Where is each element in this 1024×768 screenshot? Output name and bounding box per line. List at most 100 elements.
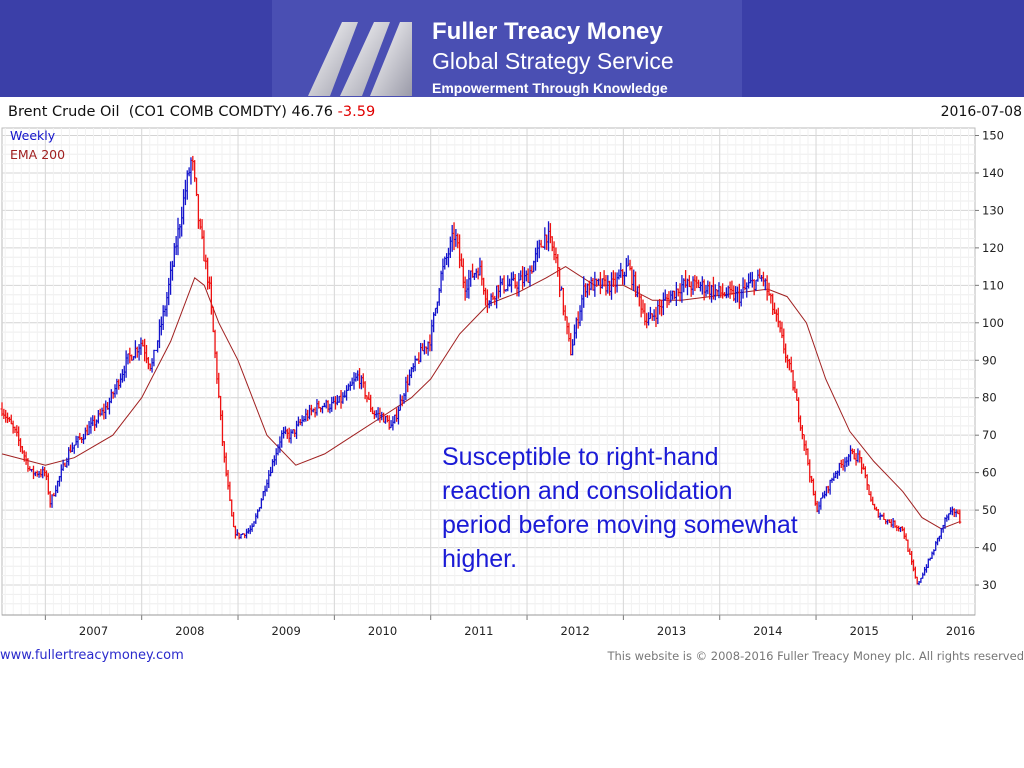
price-bar (182, 189, 186, 225)
price-bar (389, 420, 393, 429)
price-bar (519, 270, 523, 281)
price-bar (424, 346, 428, 354)
price-bar (761, 271, 765, 287)
price-bar (272, 455, 276, 467)
price-bar (497, 284, 501, 299)
y-tick-label: 60 (982, 466, 997, 480)
price-bar (209, 276, 213, 315)
price-bar (396, 406, 400, 425)
x-tick-label: 2014 (753, 624, 782, 638)
price-bar (637, 284, 641, 307)
price-bar (654, 306, 658, 328)
price-bar (591, 277, 595, 291)
price-bar (378, 407, 382, 423)
chart-date: 2016-07-08 (940, 104, 1022, 120)
price-bar (180, 206, 184, 237)
price-bar (786, 354, 790, 369)
price-bar (352, 372, 356, 390)
price-bar (346, 383, 350, 391)
price-bar (296, 416, 300, 427)
price-bar (680, 274, 684, 303)
price-bars-layer (0, 155, 962, 586)
price-bar (391, 416, 395, 431)
price-bar (506, 275, 510, 292)
price-bar (522, 267, 526, 287)
price-bar (950, 506, 954, 516)
price-bar (485, 289, 489, 313)
price-bar (70, 442, 74, 452)
price-bar (348, 381, 352, 391)
legend-weekly: Weekly (10, 128, 56, 143)
price-bar (371, 406, 375, 415)
price-bar (119, 373, 123, 388)
price-bar (480, 260, 484, 286)
price-bar (923, 566, 927, 576)
price-bar (439, 270, 443, 293)
footer-url-link[interactable]: www.fullertreacymoney.com (0, 648, 184, 663)
price-bar (547, 221, 551, 252)
price-bar (509, 272, 513, 293)
price-bar (57, 475, 61, 487)
price-bar (802, 434, 806, 451)
price-bar (461, 258, 465, 289)
y-tick-label: 130 (982, 203, 1004, 217)
y-tick-label: 30 (982, 578, 997, 592)
price-bar (558, 267, 562, 298)
price-bar (395, 408, 399, 422)
price-bar (143, 338, 147, 362)
price-bar (482, 277, 486, 295)
x-tick-label: 2013 (657, 624, 686, 638)
price-bar (48, 490, 52, 508)
price-bar (280, 430, 284, 448)
company-logo (308, 22, 412, 96)
x-tick-label: 2007 (79, 624, 108, 638)
price-bar (269, 466, 273, 477)
price-bar (817, 501, 821, 514)
y-tick-label: 90 (982, 353, 997, 367)
footer-copyright: This website is © 2008-2016 Fuller Treac… (607, 649, 1024, 663)
price-bar (102, 403, 106, 420)
price-bar (611, 270, 615, 287)
price-bar (83, 427, 87, 440)
price-bar (697, 279, 701, 289)
brand-name: Fuller Treacy Money (432, 18, 663, 45)
price-bar (109, 389, 113, 404)
price-bar (398, 394, 402, 411)
price-bar (867, 484, 871, 496)
price-bar (924, 564, 928, 573)
price-bar (776, 307, 780, 328)
price-bar (643, 303, 647, 326)
price-bar (758, 268, 762, 279)
price-bar (434, 307, 438, 317)
price-bar (730, 280, 734, 295)
y-tick-label: 140 (982, 166, 1004, 180)
chart-title-text: Brent Crude Oil (CO1 COMB COMDTY) 46.76 (8, 104, 334, 120)
price-bar (463, 276, 467, 301)
price-bar (841, 459, 845, 471)
price-bar (819, 497, 823, 510)
price-bar (107, 397, 111, 415)
price-bar (311, 408, 315, 413)
price-bar (795, 388, 799, 401)
price-bar (178, 223, 182, 239)
price-bar (335, 394, 339, 406)
price-bar (133, 340, 137, 359)
price-bar (565, 316, 569, 335)
price-bar (202, 230, 206, 262)
price-bar (878, 512, 882, 520)
price-bar (495, 285, 499, 309)
price-bar (265, 479, 269, 492)
price-bar (882, 512, 886, 520)
price-bar (319, 407, 323, 413)
price-bar (634, 271, 638, 298)
x-tick-label: 2011 (464, 624, 493, 638)
price-bar (176, 217, 180, 256)
price-bar (161, 305, 165, 330)
chart-grid (1, 127, 976, 616)
y-tick-label: 50 (982, 503, 997, 517)
price-bar (811, 478, 815, 496)
price-bar (515, 281, 519, 297)
price-bar (365, 395, 369, 403)
ema-layer (1, 266, 961, 530)
price-bar (600, 278, 604, 289)
